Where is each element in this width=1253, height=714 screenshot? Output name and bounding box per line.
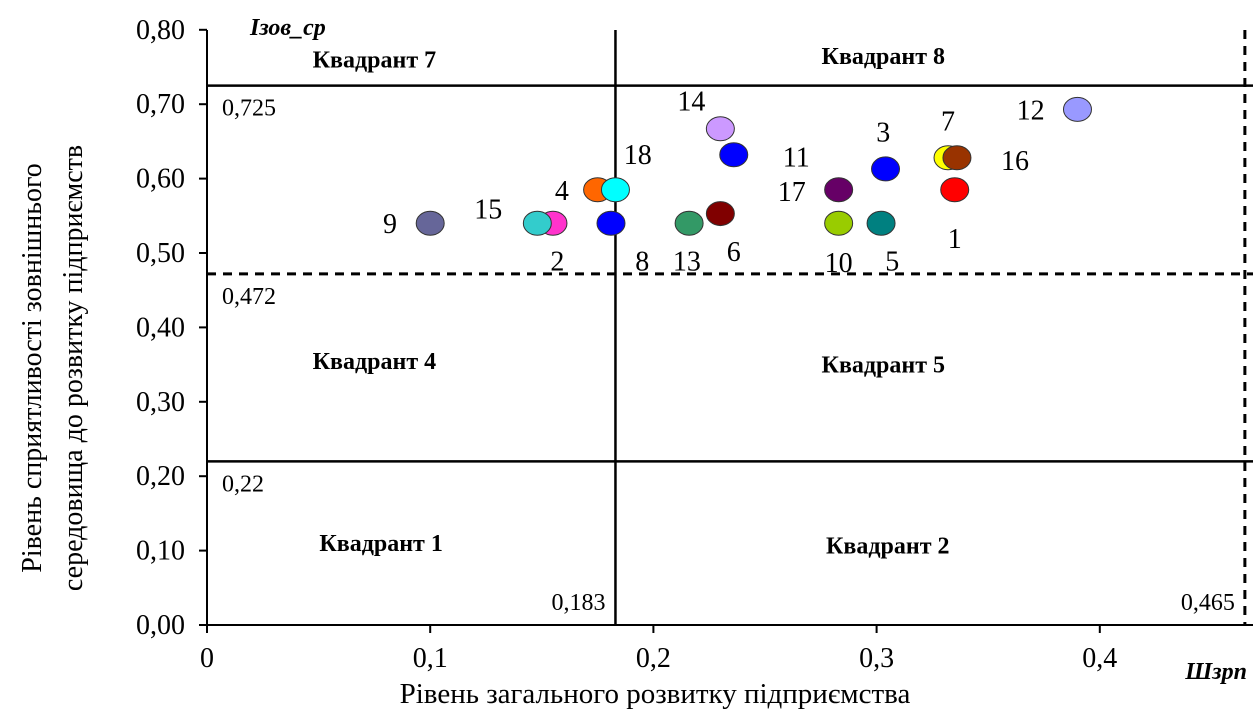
quadrant-label: Квадрант 7 [313, 48, 436, 74]
y-tick-label: 0,70 [136, 89, 185, 120]
point-label: 9 [383, 209, 397, 240]
axes-group: 0,00 0,10 0,20 0,30 0,40 0,50 0,60 0,70 0,80 0 0,1… [136, 15, 1253, 674]
point-label: 7 [941, 107, 955, 138]
point-label: 11 [783, 142, 810, 173]
data-point [596, 210, 626, 236]
point-label: 5 [885, 246, 899, 277]
x-tick-label: 0 [200, 643, 214, 674]
data-point [719, 142, 749, 168]
y-tick-label: 0,60 [136, 164, 185, 195]
threshold-lines-group: 0,22 0,472 0,725 0,183 0,465 [207, 30, 1253, 625]
y-tick-label: 0,20 [136, 461, 185, 492]
y-tick-label: 0,50 [136, 238, 185, 269]
data-point [940, 177, 970, 203]
point-label: 8 [635, 246, 649, 277]
point-label: 2 [550, 246, 564, 277]
point-label: 16 [1001, 146, 1029, 177]
threshold-label-y: 0,472 [222, 284, 276, 310]
point-label: 18 [624, 140, 652, 171]
quadrant-label: Квадрант 5 [822, 353, 945, 379]
point-label: 10 [825, 248, 853, 279]
data-point [705, 201, 735, 227]
quadrant-label: Квадрант 1 [319, 531, 442, 557]
point-label: 3 [876, 118, 890, 149]
data-point [866, 210, 896, 236]
y-tick-label: 0,00 [136, 610, 185, 641]
data-point [871, 156, 901, 182]
x-tick-label: 0,1 [413, 643, 448, 674]
points-group [415, 96, 1092, 236]
threshold-label-y: 0,22 [222, 471, 264, 497]
y-tick-label: 0,10 [136, 536, 185, 567]
point-label: 1 [948, 224, 962, 255]
threshold-label-x: 0,465 [1181, 590, 1235, 616]
data-point [1062, 96, 1092, 122]
x-axis-name: Шзрп [1184, 659, 1247, 685]
x-tick-label: 0,2 [636, 643, 671, 674]
point-label: 13 [673, 246, 701, 277]
quadrant-label: Квадрант 4 [313, 349, 436, 375]
quadrant-label: Квадрант 2 [826, 533, 949, 559]
point-label: 17 [778, 177, 806, 208]
y-tick-label: 0,40 [136, 312, 185, 343]
point-label: 15 [474, 194, 502, 225]
threshold-label-y: 0,725 [222, 96, 276, 122]
point-label: 4 [555, 176, 569, 207]
y-axis-label-line2: середовища до розвитку підприємств [58, 145, 89, 591]
threshold-label-x: 0,183 [551, 590, 605, 616]
y-axis-name: Ізов_ср [249, 15, 326, 41]
point-label: 6 [727, 237, 741, 268]
data-point [415, 210, 445, 236]
data-point [705, 116, 735, 142]
y-axis-label-line1: Рівень сприятливості зовнішнього [17, 163, 48, 573]
data-point [824, 177, 854, 203]
x-tick-label: 0,4 [1082, 643, 1117, 674]
quadrant-label: Квадрант 8 [822, 44, 945, 70]
data-point [942, 145, 972, 171]
point-label: 12 [1017, 95, 1045, 126]
data-point [522, 210, 552, 236]
y-tick-label: 0,80 [136, 15, 185, 46]
point-label: 14 [677, 86, 705, 117]
data-point [824, 210, 854, 236]
quadrant-labels-group: Квадрант 7 Квадрант 8 Квадрант 4 Квадрант 5… [313, 44, 950, 560]
data-point [600, 177, 630, 203]
data-point [674, 210, 704, 236]
x-axis-label: Рівень загального розвитку підприємства [400, 678, 911, 709]
y-tick-label: 0,30 [136, 387, 185, 418]
x-tick-label: 0,3 [859, 643, 894, 674]
